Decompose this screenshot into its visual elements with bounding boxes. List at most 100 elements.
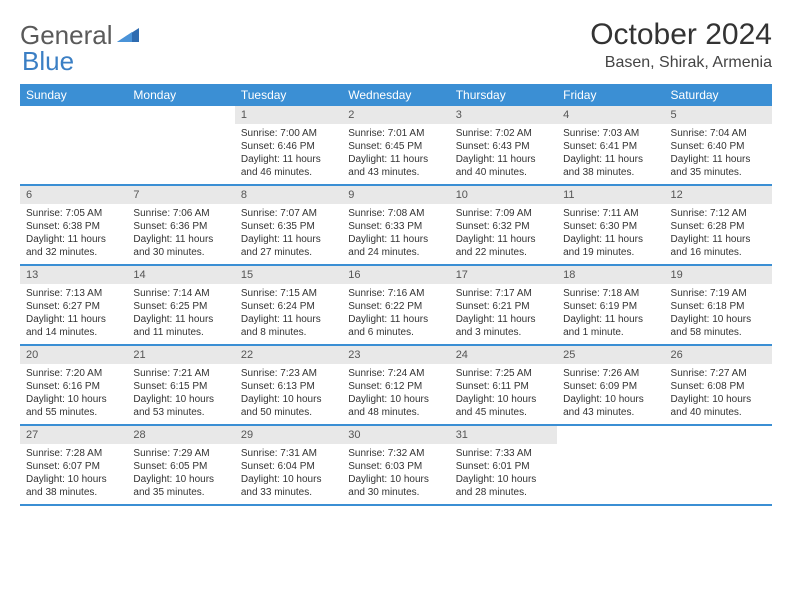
- day-line: Sunrise: 7:14 AM: [133, 287, 228, 300]
- day-cell: [557, 426, 664, 504]
- day-number: 12: [665, 186, 772, 204]
- day-content: Sunrise: 7:02 AMSunset: 6:43 PMDaylight:…: [450, 124, 557, 183]
- day-line: and 58 minutes.: [671, 326, 766, 339]
- day-line: Sunset: 6:28 PM: [671, 220, 766, 233]
- day-line: and 30 minutes.: [133, 246, 228, 259]
- day-line: and 33 minutes.: [241, 486, 336, 499]
- day-number: 9: [342, 186, 449, 204]
- day-line: Sunset: 6:21 PM: [456, 300, 551, 313]
- day-line: and 55 minutes.: [26, 406, 121, 419]
- day-cell: 21Sunrise: 7:21 AMSunset: 6:15 PMDayligh…: [127, 346, 234, 424]
- day-line: Sunset: 6:03 PM: [348, 460, 443, 473]
- day-line: Daylight: 10 hours: [133, 393, 228, 406]
- day-line: Daylight: 10 hours: [26, 393, 121, 406]
- day-cell: 7Sunrise: 7:06 AMSunset: 6:36 PMDaylight…: [127, 186, 234, 264]
- day-line: and 46 minutes.: [241, 166, 336, 179]
- day-cell: 5Sunrise: 7:04 AMSunset: 6:40 PMDaylight…: [665, 106, 772, 184]
- day-line: Daylight: 11 hours: [563, 233, 658, 246]
- day-cell: 12Sunrise: 7:12 AMSunset: 6:28 PMDayligh…: [665, 186, 772, 264]
- day-cell: 10Sunrise: 7:09 AMSunset: 6:32 PMDayligh…: [450, 186, 557, 264]
- weeks-container: 1Sunrise: 7:00 AMSunset: 6:46 PMDaylight…: [20, 106, 772, 506]
- day-line: Sunset: 6:24 PM: [241, 300, 336, 313]
- day-line: Sunset: 6:40 PM: [671, 140, 766, 153]
- day-number: 6: [20, 186, 127, 204]
- day-number: 31: [450, 426, 557, 444]
- day-content: Sunrise: 7:00 AMSunset: 6:46 PMDaylight:…: [235, 124, 342, 183]
- day-line: Sunset: 6:36 PM: [133, 220, 228, 233]
- day-line: Sunset: 6:43 PM: [456, 140, 551, 153]
- day-line: Daylight: 11 hours: [348, 153, 443, 166]
- logo-text-blue: Blue: [22, 46, 74, 76]
- day-line: Sunrise: 7:32 AM: [348, 447, 443, 460]
- day-number: 27: [20, 426, 127, 444]
- day-line: Sunrise: 7:09 AM: [456, 207, 551, 220]
- day-line: Sunset: 6:07 PM: [26, 460, 121, 473]
- day-cell: 23Sunrise: 7:24 AMSunset: 6:12 PMDayligh…: [342, 346, 449, 424]
- day-number: 16: [342, 266, 449, 284]
- day-line: Daylight: 11 hours: [456, 233, 551, 246]
- day-line: Sunrise: 7:15 AM: [241, 287, 336, 300]
- day-line: Sunrise: 7:01 AM: [348, 127, 443, 140]
- day-number: 4: [557, 106, 664, 124]
- day-line: Daylight: 11 hours: [241, 233, 336, 246]
- day-line: Daylight: 11 hours: [241, 153, 336, 166]
- day-line: Sunrise: 7:12 AM: [671, 207, 766, 220]
- day-line: Sunset: 6:35 PM: [241, 220, 336, 233]
- day-cell: [127, 106, 234, 184]
- day-line: and 14 minutes.: [26, 326, 121, 339]
- day-number: 13: [20, 266, 127, 284]
- day-cell: 9Sunrise: 7:08 AMSunset: 6:33 PMDaylight…: [342, 186, 449, 264]
- day-content: Sunrise: 7:07 AMSunset: 6:35 PMDaylight:…: [235, 204, 342, 263]
- day-cell: 30Sunrise: 7:32 AMSunset: 6:03 PMDayligh…: [342, 426, 449, 504]
- day-line: Sunrise: 7:20 AM: [26, 367, 121, 380]
- day-line: Sunrise: 7:31 AM: [241, 447, 336, 460]
- day-cell: 11Sunrise: 7:11 AMSunset: 6:30 PMDayligh…: [557, 186, 664, 264]
- day-line: Daylight: 11 hours: [456, 313, 551, 326]
- day-number: 10: [450, 186, 557, 204]
- day-cell: 2Sunrise: 7:01 AMSunset: 6:45 PMDaylight…: [342, 106, 449, 184]
- day-number: 2: [342, 106, 449, 124]
- day-number: 22: [235, 346, 342, 364]
- day-number: 3: [450, 106, 557, 124]
- day-line: Daylight: 11 hours: [456, 153, 551, 166]
- day-content: Sunrise: 7:06 AMSunset: 6:36 PMDaylight:…: [127, 204, 234, 263]
- day-line: and 38 minutes.: [563, 166, 658, 179]
- day-line: and 24 minutes.: [348, 246, 443, 259]
- day-line: Daylight: 11 hours: [348, 233, 443, 246]
- day-content: Sunrise: 7:23 AMSunset: 6:13 PMDaylight:…: [235, 364, 342, 423]
- day-line: and 38 minutes.: [26, 486, 121, 499]
- day-cell: 19Sunrise: 7:19 AMSunset: 6:18 PMDayligh…: [665, 266, 772, 344]
- day-cell: 4Sunrise: 7:03 AMSunset: 6:41 PMDaylight…: [557, 106, 664, 184]
- day-cell: 6Sunrise: 7:05 AMSunset: 6:38 PMDaylight…: [20, 186, 127, 264]
- day-line: Sunset: 6:12 PM: [348, 380, 443, 393]
- day-number: 17: [450, 266, 557, 284]
- week-row: 20Sunrise: 7:20 AMSunset: 6:16 PMDayligh…: [20, 346, 772, 426]
- day-line: Sunrise: 7:13 AM: [26, 287, 121, 300]
- day-line: Sunset: 6:16 PM: [26, 380, 121, 393]
- day-content: Sunrise: 7:17 AMSunset: 6:21 PMDaylight:…: [450, 284, 557, 343]
- header: General October 2024 Basen, Shirak, Arme…: [20, 18, 772, 72]
- day-line: Daylight: 10 hours: [671, 393, 766, 406]
- day-line: Sunset: 6:38 PM: [26, 220, 121, 233]
- day-line: and 3 minutes.: [456, 326, 551, 339]
- month-title: October 2024: [590, 18, 772, 52]
- day-line: Sunrise: 7:00 AM: [241, 127, 336, 140]
- day-number: 1: [235, 106, 342, 124]
- day-line: and 28 minutes.: [456, 486, 551, 499]
- day-line: Daylight: 10 hours: [456, 473, 551, 486]
- day-content: Sunrise: 7:11 AMSunset: 6:30 PMDaylight:…: [557, 204, 664, 263]
- day-line: Sunrise: 7:29 AM: [133, 447, 228, 460]
- day-cell: 28Sunrise: 7:29 AMSunset: 6:05 PMDayligh…: [127, 426, 234, 504]
- week-row: 6Sunrise: 7:05 AMSunset: 6:38 PMDaylight…: [20, 186, 772, 266]
- day-line: Sunset: 6:04 PM: [241, 460, 336, 473]
- title-block: October 2024 Basen, Shirak, Armenia: [590, 18, 772, 72]
- day-line: and 35 minutes.: [671, 166, 766, 179]
- day-line: Daylight: 11 hours: [671, 153, 766, 166]
- day-number: 26: [665, 346, 772, 364]
- day-line: Sunrise: 7:03 AM: [563, 127, 658, 140]
- day-number: 23: [342, 346, 449, 364]
- day-header-sunday: Sunday: [20, 84, 127, 106]
- day-line: Sunrise: 7:28 AM: [26, 447, 121, 460]
- day-content: Sunrise: 7:13 AMSunset: 6:27 PMDaylight:…: [20, 284, 127, 343]
- day-cell: 22Sunrise: 7:23 AMSunset: 6:13 PMDayligh…: [235, 346, 342, 424]
